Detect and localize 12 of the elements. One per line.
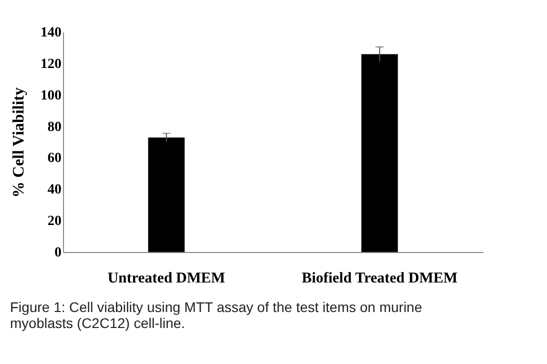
y-tick-label: 60 [48,151,62,166]
y-tick-label: 80 [48,120,62,135]
y-tick-label: 140 [40,26,62,40]
y-tick-label: 0 [54,246,62,260]
caption: Figure 1: Cell viability using MTT assay of the test items on murine myoblasts (C2C12) cell-line. [10,299,422,331]
y-tick-label: 100 [40,88,62,104]
y-tick-label: 120 [40,56,62,72]
y-tick-label: 20 [48,214,62,230]
y-axis-title: % Cell Viability [10,87,28,198]
y-tick-label: 40 [48,182,62,198]
x-tick-label: Untreated DMEM [108,270,226,286]
x-tick-label: Biofield Treated DMEM [302,270,458,286]
